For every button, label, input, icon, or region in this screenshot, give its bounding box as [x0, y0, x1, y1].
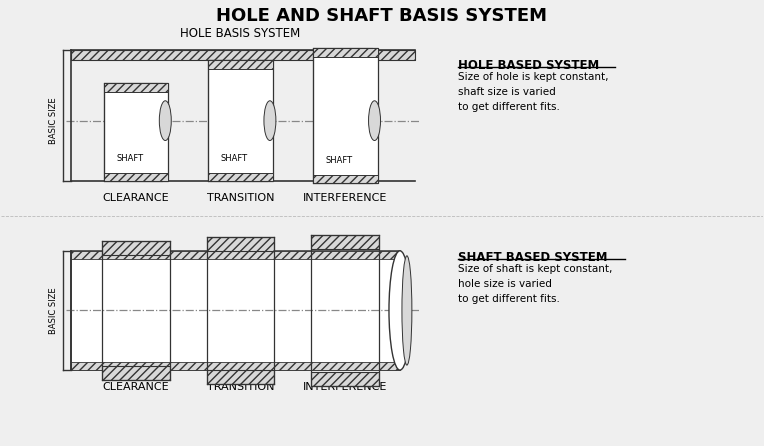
Text: BASIC SIZE: BASIC SIZE	[49, 97, 58, 144]
Text: CLEARANCE: CLEARANCE	[102, 193, 169, 203]
Bar	[103, 173, 168, 181]
Bar	[103, 83, 168, 181]
Ellipse shape	[160, 101, 171, 140]
Bar	[206, 237, 274, 251]
Bar	[208, 60, 273, 181]
Text: HOLE BASED SYSTEM: HOLE BASED SYSTEM	[458, 59, 599, 72]
Ellipse shape	[264, 101, 276, 140]
Text: TRANSITION: TRANSITION	[207, 193, 274, 203]
Bar	[71, 362, 400, 370]
Bar	[311, 372, 379, 386]
Ellipse shape	[368, 101, 380, 140]
Bar	[312, 48, 377, 183]
Bar	[102, 241, 170, 255]
Text: INTERFERENCE: INTERFERENCE	[303, 382, 387, 392]
Bar	[206, 370, 274, 384]
Ellipse shape	[402, 256, 412, 365]
Bar	[71, 251, 400, 259]
Text: CLEARANCE: CLEARANCE	[102, 382, 169, 392]
Text: INTERFERENCE: INTERFERENCE	[303, 193, 387, 203]
Bar	[208, 173, 273, 181]
Text: Size of shaft is kept constant,
hole size is varied
to get different fits.: Size of shaft is kept constant, hole siz…	[458, 264, 612, 304]
Text: Size of hole is kept constant,
shaft size is varied
to get different fits.: Size of hole is kept constant, shaft siz…	[458, 72, 608, 112]
Text: SHAFT: SHAFT	[221, 154, 248, 163]
Text: SHAFT: SHAFT	[116, 154, 144, 163]
Text: HOLE AND SHAFT BASIS SYSTEM: HOLE AND SHAFT BASIS SYSTEM	[216, 7, 548, 25]
Text: BASIC SIZE: BASIC SIZE	[49, 287, 58, 334]
Bar	[312, 175, 377, 183]
Bar	[311, 235, 379, 249]
Bar	[71, 251, 400, 370]
Bar	[102, 366, 170, 380]
Text: TRANSITION: TRANSITION	[207, 382, 274, 392]
Bar	[103, 83, 168, 92]
Bar	[208, 60, 273, 69]
Ellipse shape	[389, 251, 411, 370]
Text: HOLE BASIS SYSTEM: HOLE BASIS SYSTEM	[180, 27, 301, 40]
Bar	[312, 48, 377, 57]
Bar	[71, 50, 415, 60]
Text: SHAFT BASED SYSTEM: SHAFT BASED SYSTEM	[458, 251, 607, 264]
Text: SHAFT: SHAFT	[325, 157, 353, 165]
